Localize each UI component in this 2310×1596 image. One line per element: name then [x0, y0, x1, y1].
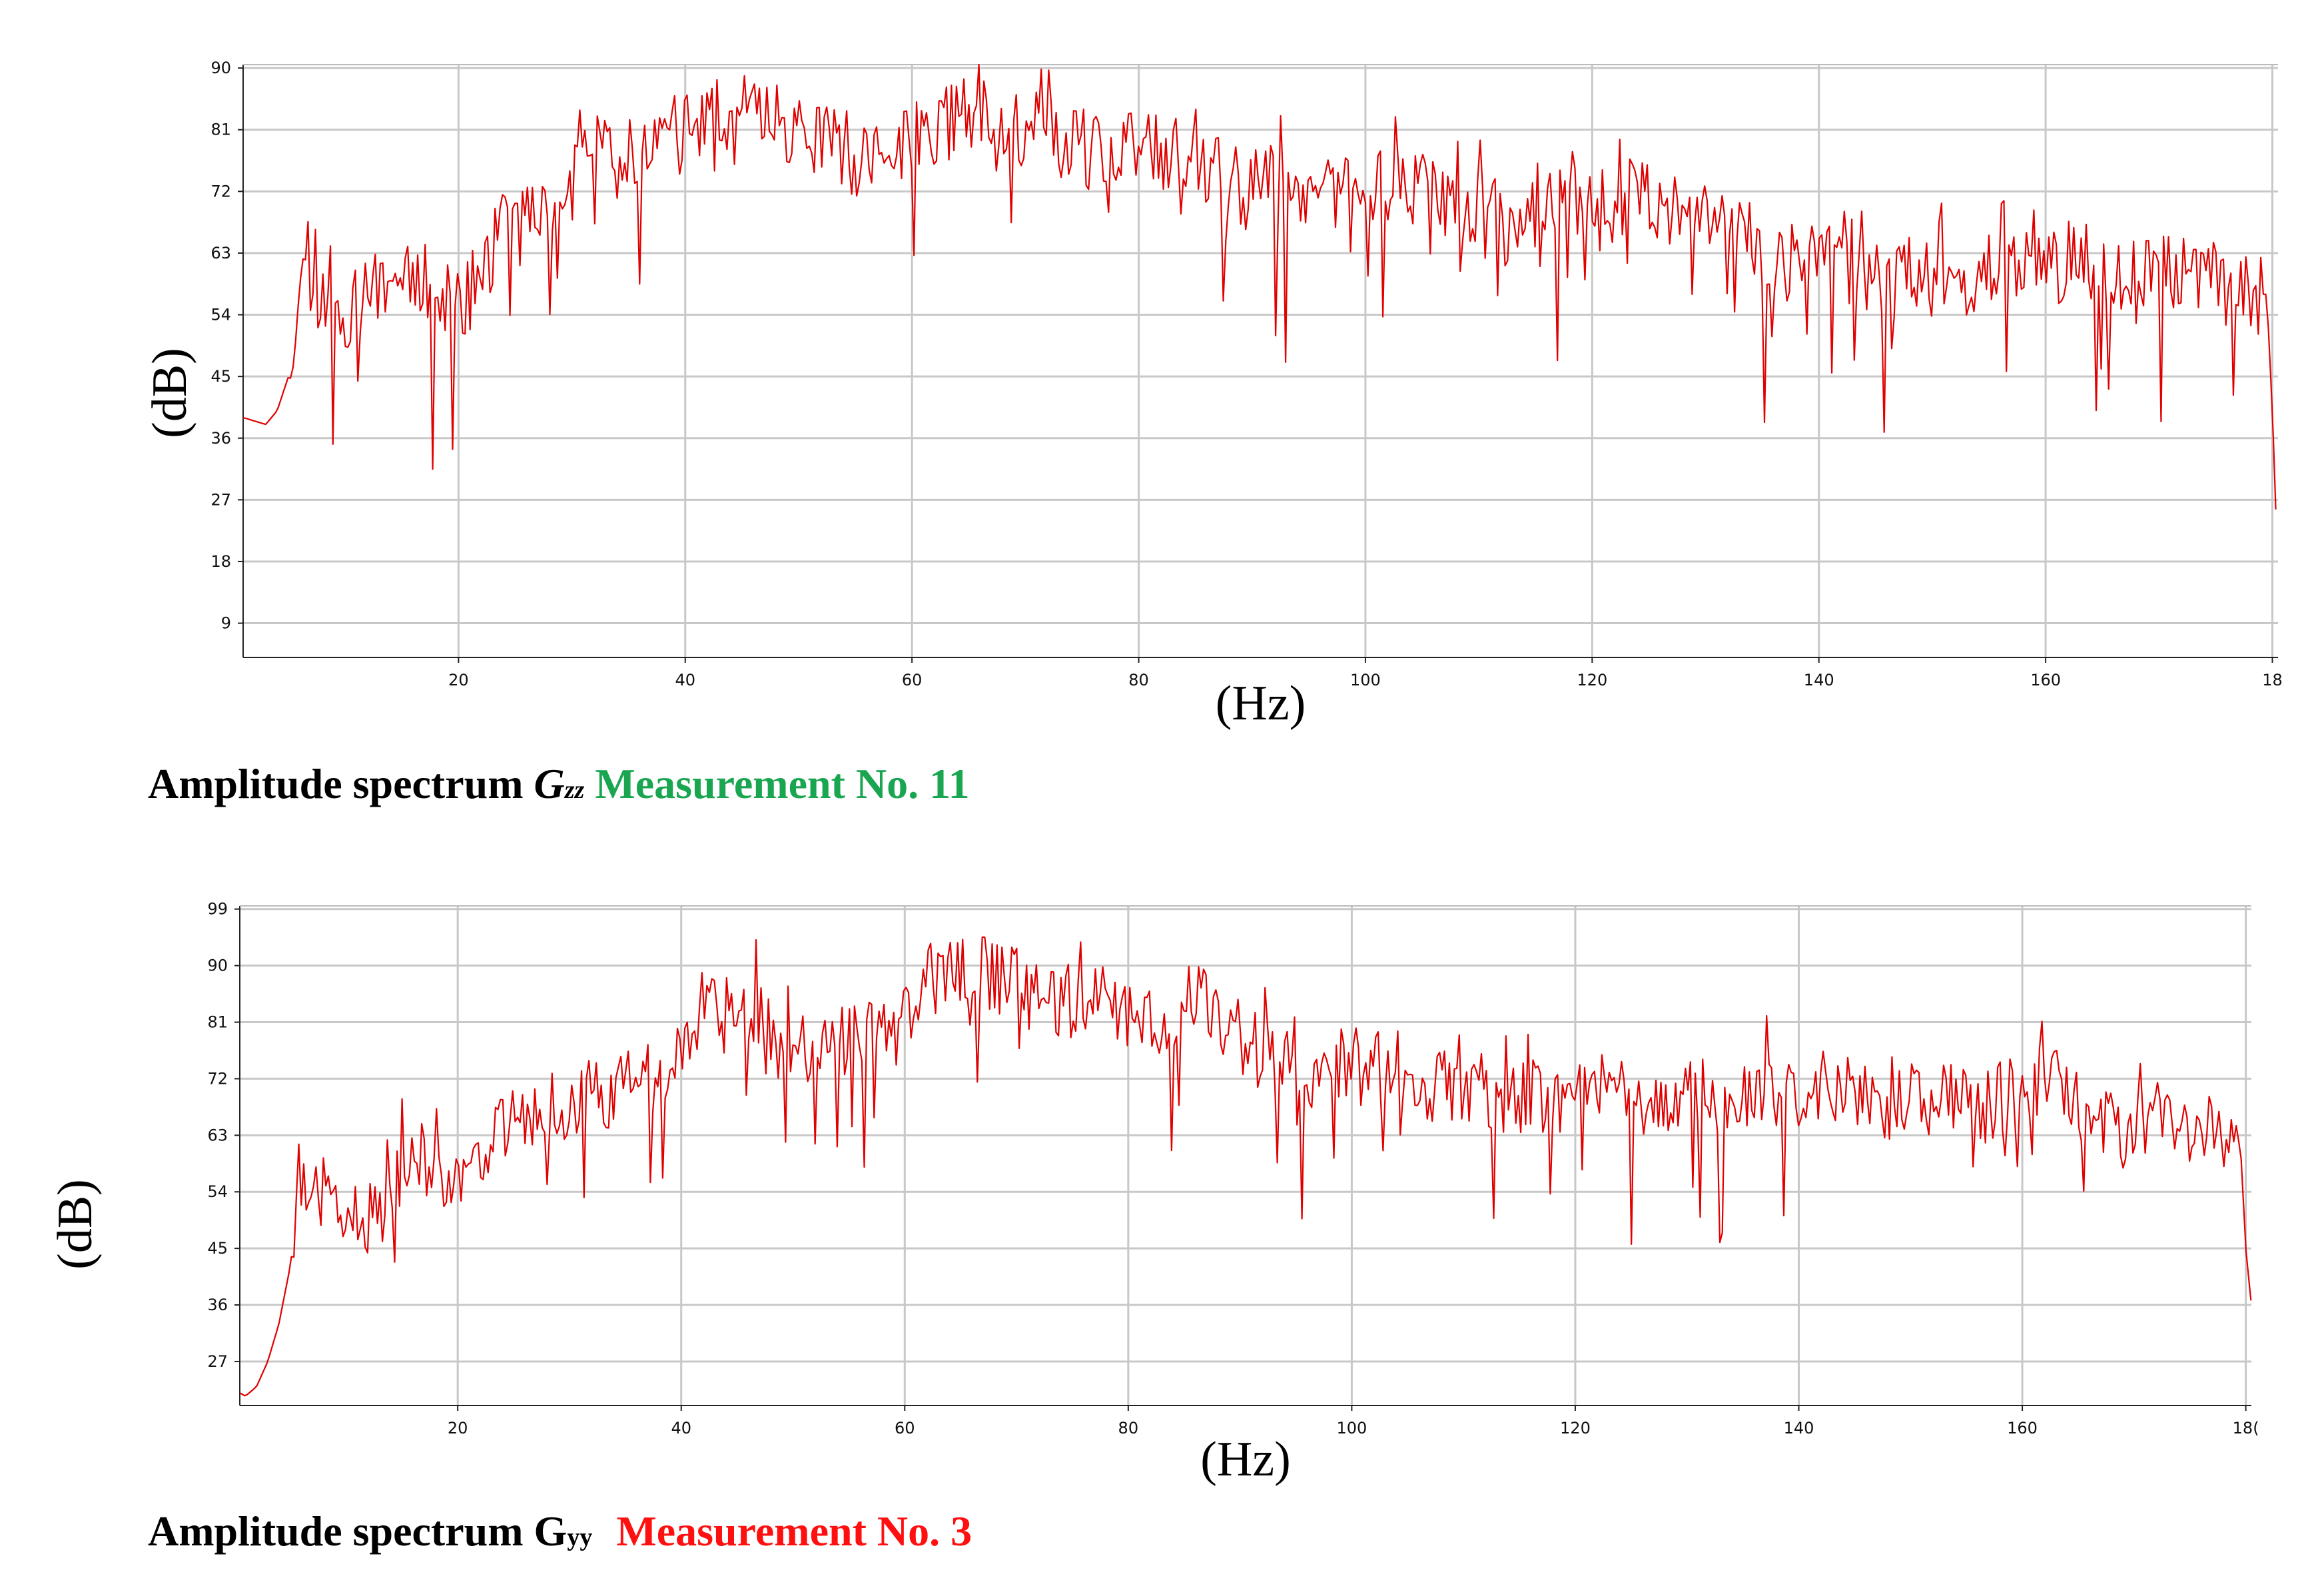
- y-tick-label: 99: [207, 900, 228, 919]
- caption-measurement: Measurement No. 11: [595, 760, 970, 807]
- y-tick-label: 72: [210, 182, 231, 200]
- plot-frame-gyy: [240, 906, 2251, 1405]
- x-tick-label: 140: [1784, 1419, 1814, 1437]
- series-line-gzz: [242, 63, 2277, 510]
- x-tick-label: 40: [671, 1419, 691, 1437]
- caption-symbol-main: G: [534, 1507, 568, 1555]
- y-tick-label: 36: [207, 1296, 228, 1314]
- caption-symbol-sub: yy: [567, 1523, 593, 1551]
- y-tick-label: 45: [207, 1239, 228, 1258]
- x-tick-label: 140: [1804, 671, 1834, 689]
- x-tick-label: 60: [895, 1419, 915, 1437]
- y-tick-labels-gyy: 27 36 45 54 63 72 81 90 99: [207, 900, 228, 1371]
- x-tick-label: 40: [675, 671, 695, 689]
- y-tick-label: 81: [210, 121, 231, 139]
- caption-prefix: Amplitude spectrum: [148, 1507, 524, 1555]
- y-tick-label: 27: [207, 1352, 228, 1371]
- chart-gyy: 27 36 45 54 63 72 81 90 99 20 40 60 80 100 120 140 160 1…: [48, 900, 2259, 1487]
- y-axis-label-gzz: (dB): [143, 348, 197, 438]
- x-tick-label: 120: [1560, 1419, 1591, 1437]
- x-axis-label-gzz: (Hz): [1216, 676, 1306, 731]
- y-tick-label: 27: [210, 490, 231, 509]
- axes-gyy: [234, 905, 2251, 1411]
- y-tick-label: 36: [210, 429, 231, 448]
- caption-prefix: Amplitude spectrum: [148, 760, 524, 807]
- x-tick-labels-gyy: 20 40 60 80 100 120 140 160 18(: [448, 1419, 2259, 1437]
- y-tick-labels-gzz: 9 18 27 36 45 54 63 72 81 90: [210, 59, 231, 632]
- y-tick-label: 18: [210, 552, 231, 571]
- x-tick-label: 100: [1336, 1419, 1367, 1437]
- y-tick-label: 63: [210, 244, 231, 262]
- caption-gzz: Amplitude spectrum Gzz Measurement No. 1…: [148, 759, 970, 809]
- caption-gyy: Amplitude spectrum Gyy Measurement No. 3: [148, 1507, 972, 1556]
- caption-symbol: Gyy: [534, 1507, 593, 1555]
- x-tick-labels-gzz: 20 40 60 80 100 120 140 160 18: [448, 671, 2283, 689]
- plot-frame-gzz: [243, 65, 2278, 657]
- y-tick-label: 90: [207, 957, 228, 975]
- chart-gzz: 9 18 27 36 45 54 63 72 81 90 20 40 60 80 100 120 140 160…: [143, 59, 2283, 731]
- x-tick-label: 100: [1350, 671, 1381, 689]
- series-line-gyy: [239, 936, 2252, 1397]
- caption-symbol-main: G: [534, 760, 565, 807]
- x-tick-label: 160: [2007, 1419, 2038, 1437]
- y-tick-label: 9: [221, 614, 231, 633]
- grid-gzz: [243, 65, 2278, 657]
- axes-gzz: [238, 64, 2278, 663]
- y-axis-label-gyy: (dB): [48, 1179, 103, 1270]
- y-tick-label: 90: [210, 59, 231, 77]
- x-tick-label: 80: [1128, 671, 1149, 689]
- caption-symbol-sub: zz: [564, 776, 585, 804]
- x-tick-label: 80: [1118, 1419, 1139, 1437]
- y-tick-label: 81: [207, 1013, 228, 1032]
- x-axis-label-gyy: (Hz): [1200, 1432, 1291, 1487]
- x-tick-label: 18(: [2233, 1419, 2259, 1437]
- y-tick-label: 54: [210, 306, 231, 324]
- x-tick-label: 18: [2262, 671, 2283, 689]
- x-tick-label: 120: [1577, 671, 1607, 689]
- x-tick-label: 160: [2030, 671, 2061, 689]
- y-tick-label: 54: [207, 1182, 228, 1201]
- y-tick-label: 45: [210, 367, 231, 386]
- y-tick-label: 72: [207, 1069, 228, 1088]
- caption-measurement: Measurement No. 3: [616, 1507, 972, 1555]
- y-tick-label: 63: [207, 1126, 228, 1144]
- grid-gyy: [240, 906, 2251, 1405]
- x-tick-label: 20: [448, 671, 469, 689]
- x-tick-label: 60: [902, 671, 923, 689]
- x-tick-label: 20: [448, 1419, 468, 1437]
- caption-symbol: Gzz: [534, 760, 585, 807]
